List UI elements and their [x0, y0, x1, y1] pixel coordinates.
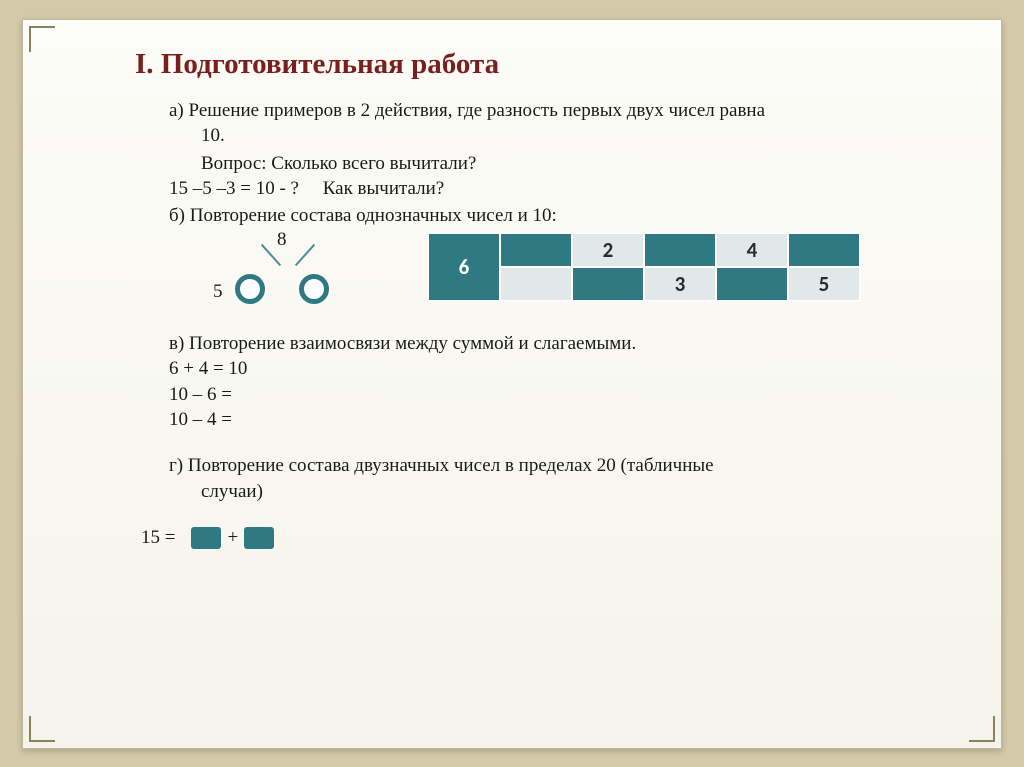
section-a-question: Вопрос: Сколько всего вычитали? [201, 152, 953, 176]
section-v-eq1: 6 + 4 = 10 [169, 357, 953, 381]
corner-decoration [29, 26, 55, 52]
corner-decoration [29, 716, 55, 742]
table-cell: 3 [644, 267, 716, 301]
slide: I. Подготовительная работа а) Решение пр… [22, 19, 1002, 749]
ring-icon [235, 274, 265, 304]
bond-line [295, 244, 315, 266]
plus-sign: + [227, 526, 238, 550]
blank-box-icon [191, 527, 221, 549]
section-v-eq3: 10 – 4 = [169, 408, 953, 432]
table-row-head: 6 [428, 233, 500, 301]
section-a-expr: 15 –5 –3 = 10 - ? Как вычитали? [169, 177, 953, 201]
composition-table: 6 2 4 3 5 [427, 232, 861, 302]
section-g-heading: г) Повторение состава двузначных чисел в… [169, 454, 953, 478]
table-cell: 2 [572, 233, 644, 267]
section-g-equation: 15 = + [141, 526, 953, 550]
section-b-heading: б) Повторение состава однозначных чисел … [169, 204, 953, 228]
section-a-line1b: 10. [201, 124, 953, 148]
number-bond-diagram: 8 5 [209, 232, 379, 322]
ring-icon [299, 274, 329, 304]
section-g-heading2: случаи) [201, 480, 953, 504]
table-cell [716, 267, 788, 301]
table-cell [788, 233, 860, 267]
section-a-line1: а) Решение примеров в 2 действия, где ра… [169, 99, 953, 123]
bond-top-value: 8 [277, 228, 287, 252]
table-cell [572, 267, 644, 301]
slide-title: I. Подготовительная работа [135, 48, 953, 81]
bond-left-value: 5 [213, 280, 223, 304]
table-cell: 5 [788, 267, 860, 301]
table-cell [644, 233, 716, 267]
section-v-heading: в) Повторение взаимосвязи между суммой и… [169, 332, 953, 356]
table-cell: 4 [716, 233, 788, 267]
slide-content: а) Решение примеров в 2 действия, где ра… [169, 99, 953, 551]
eq-prefix: 15 = [141, 526, 175, 550]
table-cell [500, 233, 572, 267]
blank-box-icon [244, 527, 274, 549]
corner-decoration [969, 716, 995, 742]
section-v-eq2: 10 – 6 = [169, 383, 953, 407]
table-cell [500, 267, 572, 301]
diagram-row: 8 5 6 2 4 3 [169, 232, 953, 322]
